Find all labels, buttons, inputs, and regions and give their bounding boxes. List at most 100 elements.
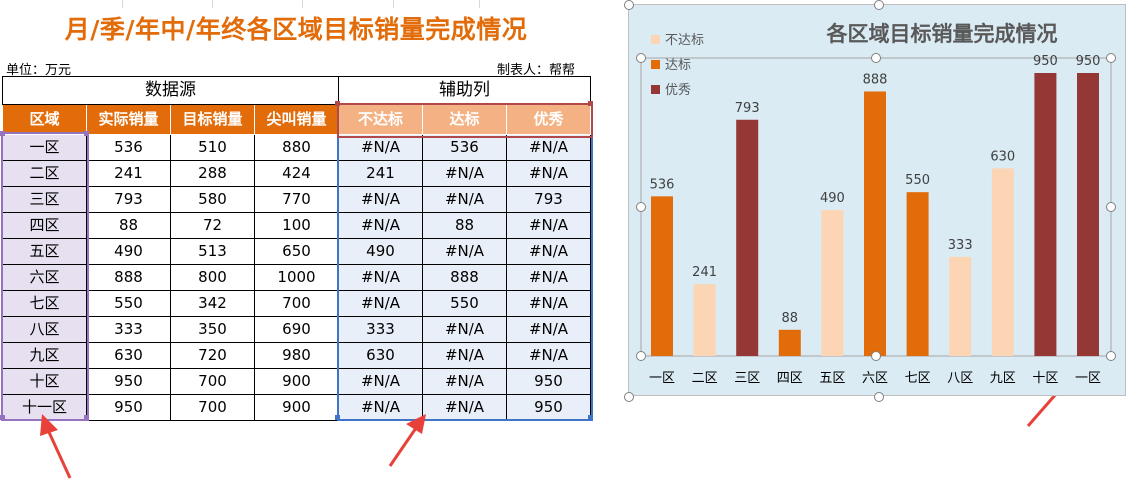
data-cell[interactable]: 88 [86,212,171,239]
data-cell[interactable]: 770 [254,186,339,213]
data-cell[interactable]: 690 [254,316,339,343]
data-cell[interactable]: #N/A [422,316,507,343]
data-cell[interactable]: #N/A [506,264,591,291]
chart-resize-handle[interactable] [874,392,884,402]
data-cell[interactable]: #N/A [506,342,591,369]
data-cell[interactable]: 800 [170,264,255,291]
region-cell[interactable]: 二区 [2,160,87,187]
data-cell[interactable]: #N/A [506,160,591,187]
selection-handle[interactable] [0,415,5,420]
data-cell[interactable]: 720 [170,342,255,369]
data-cell[interactable]: 950 [506,394,591,421]
selection-handle[interactable] [588,415,593,420]
data-cell[interactable]: #N/A [338,212,423,239]
region-cell[interactable]: 五区 [2,238,87,265]
data-cell[interactable]: #N/A [338,264,423,291]
column-header[interactable]: 尖叫销量 [254,104,339,135]
chart-resize-handle[interactable] [624,0,634,10]
data-cell[interactable]: 536 [422,134,507,161]
region-cell[interactable]: 三区 [2,186,87,213]
data-cell[interactable]: 490 [86,238,171,265]
region-cell[interactable]: 四区 [2,212,87,239]
column-header[interactable]: 达标 [422,104,507,135]
data-cell[interactable]: #N/A [338,394,423,421]
data-cell[interactable]: #N/A [338,186,423,213]
data-cell[interactable]: 880 [254,134,339,161]
data-cell[interactable]: #N/A [422,238,507,265]
selection-handle[interactable] [588,101,593,106]
data-cell[interactable]: 700 [170,368,255,395]
data-cell[interactable]: 350 [170,316,255,343]
data-cell[interactable]: 950 [86,394,171,421]
data-cell[interactable]: 1000 [254,264,339,291]
section-aux-header[interactable]: 辅助列 [338,76,591,105]
region-cell[interactable]: 七区 [2,290,87,317]
data-cell[interactable]: 900 [254,368,339,395]
region-cell[interactable]: 九区 [2,342,87,369]
data-cell[interactable]: 793 [506,186,591,213]
data-cell[interactable]: 550 [422,290,507,317]
data-cell[interactable]: 333 [338,316,423,343]
data-cell[interactable]: 424 [254,160,339,187]
data-cell[interactable]: 630 [338,342,423,369]
data-cell[interactable]: 950 [86,368,171,395]
selection-handle[interactable] [335,415,340,420]
data-cell[interactable]: 888 [422,264,507,291]
selection-handle[interactable] [0,131,5,136]
data-cell[interactable]: 510 [170,134,255,161]
data-cell[interactable]: 650 [254,238,339,265]
column-header[interactable]: 区域 [2,104,87,135]
data-cell[interactable]: #N/A [506,212,591,239]
data-cell[interactable]: #N/A [506,290,591,317]
region-cell[interactable]: 一区 [2,134,87,161]
region-cell[interactable]: 十一区 [2,394,87,421]
column-header[interactable]: 实际销量 [86,104,171,135]
data-cell[interactable]: #N/A [422,186,507,213]
section-source-header[interactable]: 数据源 [2,76,339,105]
data-cell[interactable]: 241 [86,160,171,187]
data-cell[interactable]: #N/A [422,160,507,187]
region-cell[interactable]: 十区 [2,368,87,395]
selection-handle[interactable] [84,415,89,420]
data-cell[interactable]: 536 [86,134,171,161]
data-cell[interactable]: 630 [86,342,171,369]
data-cell[interactable]: #N/A [338,290,423,317]
selection-handle[interactable] [335,101,340,106]
data-cell[interactable]: #N/A [338,368,423,395]
data-cell[interactable]: 550 [86,290,171,317]
data-cell[interactable]: 513 [170,238,255,265]
data-cell[interactable]: 793 [86,186,171,213]
data-cell[interactable]: 700 [170,394,255,421]
data-cell[interactable]: 288 [170,160,255,187]
data-cell[interactable]: 490 [338,238,423,265]
data-cell[interactable]: 580 [170,186,255,213]
data-cell[interactable]: 888 [86,264,171,291]
data-cell[interactable]: 700 [254,290,339,317]
data-cell[interactable]: #N/A [338,134,423,161]
data-cell[interactable]: #N/A [422,368,507,395]
chart-resize-handle[interactable] [874,0,884,10]
data-cell[interactable]: 333 [86,316,171,343]
region-cell[interactable]: 六区 [2,264,87,291]
data-cell[interactable]: #N/A [422,342,507,369]
data-cell[interactable]: 100 [254,212,339,239]
chart-resize-handle[interactable] [624,392,634,402]
data-cell[interactable]: #N/A [506,316,591,343]
chart-area[interactable]: 各区域目标销量完成情况 不达标 达标 优秀 536 一区 241 二区 793 三区 88 四区 490… [628,4,1126,396]
column-header[interactable]: 目标销量 [170,104,255,135]
data-cell[interactable]: 241 [338,160,423,187]
data-table[interactable]: 数据源 辅助列 区域 实际销量 目标销量 尖叫销量 不达标 达标 优秀 一区 536 510 880… [2,76,591,421]
column-header[interactable]: 优秀 [506,104,591,135]
data-cell[interactable]: 900 [254,394,339,421]
data-cell[interactable]: 72 [170,212,255,239]
selection-handle[interactable] [84,131,89,136]
data-cell[interactable]: #N/A [506,238,591,265]
data-cell[interactable]: 342 [170,290,255,317]
region-cell[interactable]: 八区 [2,316,87,343]
data-cell[interactable]: 980 [254,342,339,369]
data-cell[interactable]: #N/A [422,394,507,421]
data-cell[interactable]: 88 [422,212,507,239]
data-cell[interactable]: #N/A [506,134,591,161]
data-cell[interactable]: 950 [506,368,591,395]
